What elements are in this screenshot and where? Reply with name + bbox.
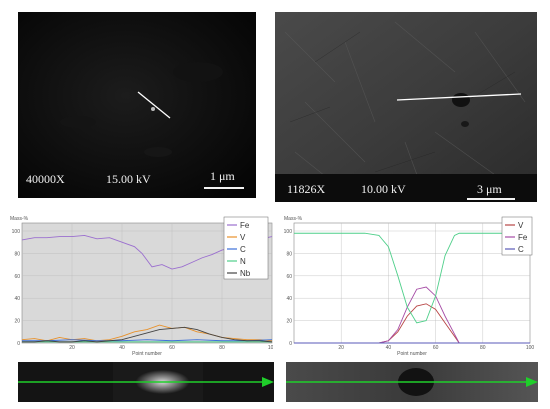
sem-image-left: 40000X 15.00 kV 1 μm: [18, 12, 256, 198]
x-axis-label: Point number: [397, 351, 427, 357]
sem-magnification-right: 11826X: [287, 182, 326, 196]
linescan-strip-right-svg: [286, 362, 538, 402]
x-axis-label: Point number: [132, 351, 162, 357]
legend-entry: Nb: [240, 269, 251, 278]
sem-voltage-right: 10.00 kV: [361, 182, 406, 196]
scale-bar-left: [204, 187, 244, 189]
legend-entry: Fe: [518, 233, 528, 242]
linescan-strip-left: [18, 362, 274, 402]
y-tick-label: 40: [286, 296, 292, 302]
series-line-nb: [22, 326, 273, 343]
strip-arrow-right: [526, 377, 538, 387]
legend-entry: Fe: [240, 221, 250, 230]
y-tick-label: 60: [14, 274, 20, 280]
y-tick-label: 20: [14, 319, 20, 325]
legend-entry: C: [240, 245, 246, 254]
linescan-chart-right-svg: Mass-% 0 20 40 60 80 100 20 40 60 80 100 Point numbe…: [284, 216, 535, 357]
sem-info-bar-right: [275, 174, 537, 202]
series-line-unnamed: [294, 232, 530, 324]
sem-magnification-left: 40000X: [26, 172, 65, 186]
y-tick-label: 0: [289, 341, 292, 347]
series-line-v: [21, 324, 273, 342]
y-tick-label: 100: [284, 229, 293, 235]
linescan-line-left: [137, 91, 171, 119]
x-tick-label: 20: [69, 345, 75, 351]
x-tick-label: 60: [433, 345, 439, 351]
x-tick-label: 40: [386, 345, 392, 351]
x-tick-label: 40: [119, 345, 125, 351]
linescan-chart-left: Mass-% 0 20 40 60 80 100 20 40 60 80 100 Point numbe…: [8, 213, 273, 358]
sem-scale-right: 3 μm: [477, 182, 502, 196]
x-tick-label: 20: [338, 345, 344, 351]
plot-area: [293, 222, 531, 344]
x-tick-label: 60: [169, 345, 175, 351]
y-axis-label: Mass-%: [284, 216, 303, 222]
sem-scale-left: 1 μm: [210, 169, 235, 183]
scale-bar-right: [467, 198, 515, 200]
y-tick-label: 0: [17, 341, 20, 347]
sem-image-right: 11826X 10.00 kV 3 μm: [275, 12, 537, 202]
legend-entry: C: [518, 245, 524, 254]
linescan-strip-right: [286, 362, 538, 402]
linescan-strip-left-svg: [18, 362, 274, 402]
x-tick-label: 80: [219, 345, 225, 351]
legend-box: [223, 216, 269, 280]
legend-entry: V: [240, 233, 246, 242]
sem-texture-left: [18, 12, 256, 198]
sem-texture-right: [275, 12, 537, 202]
x-tick-label: 80: [480, 345, 486, 351]
y-tick-label: 20: [286, 319, 292, 325]
y-axis-label: Mass-%: [10, 216, 29, 222]
linescan-chart-left-svg: Mass-% 0 20 40 60 80 100 20 40 60 80 100 Point numbe…: [10, 216, 273, 357]
linescan-line-right: [396, 93, 522, 101]
legend-entry: V: [518, 221, 524, 230]
y-tick-label: 40: [14, 296, 20, 302]
strip-arrow-left: [262, 377, 274, 387]
x-tick-label: 100: [268, 345, 273, 351]
x-tick-label: 100: [526, 345, 535, 351]
y-tick-label: 80: [286, 251, 292, 257]
y-tick-label: 60: [286, 274, 292, 280]
linescan-chart-right: Mass-% 0 20 40 60 80 100 20 40 60 80 100 Point numbe…: [282, 213, 542, 358]
y-tick-label: 80: [14, 251, 20, 257]
legend-entry: N: [240, 257, 246, 266]
sem-voltage-left: 15.00 kV: [106, 172, 151, 186]
series-line-c: [22, 339, 273, 342]
y-tick-label: 100: [12, 229, 21, 235]
